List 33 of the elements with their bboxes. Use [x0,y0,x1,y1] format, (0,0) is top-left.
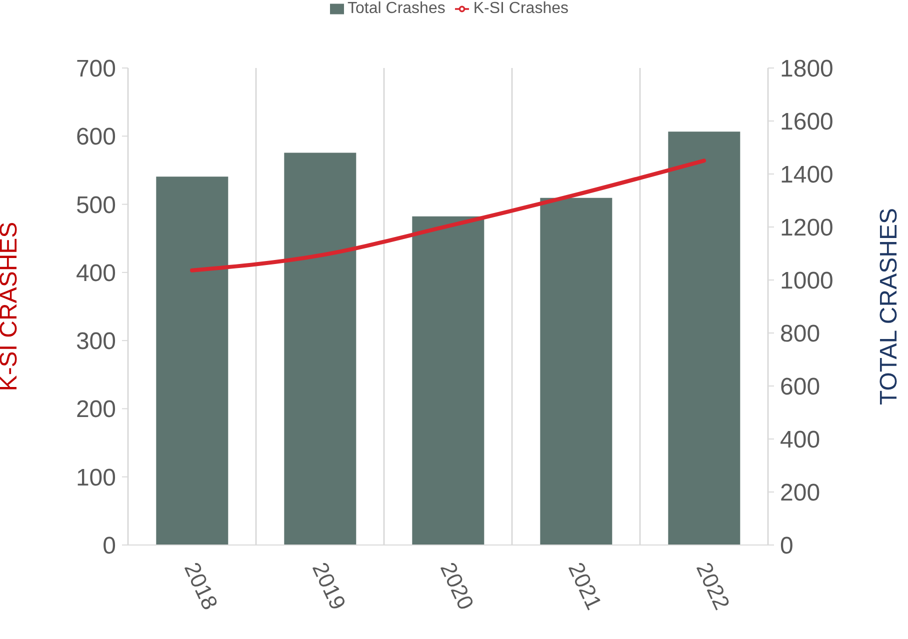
y-axis-title: K-SI CRASHES [0,222,23,392]
x-tick-label: 2020 [435,558,479,614]
bar [284,152,356,545]
y2-tick-label: 0 [780,532,794,560]
bar [540,198,612,545]
y-tick-label: 100 [76,464,116,492]
bar [156,176,228,545]
x-tick-label: 2021 [563,558,607,614]
y-tick-label: 500 [76,192,116,219]
y2-tick-label: 200 [780,480,820,507]
legend-label: Total Crashes [348,0,446,17]
y2-axis-title: TOTAL CRASHES [876,208,903,405]
y-tick-label: 400 [76,260,116,287]
y-tick-label: 200 [76,396,116,424]
y2-tick-label: 1600 [780,108,834,136]
y2-tick-label: 1400 [780,162,834,189]
bar [412,216,484,545]
y2-tick-label: 1800 [780,56,834,83]
x-tick-label: 2018 [179,558,223,614]
x-tick-label: 2022 [691,558,735,614]
y-tick-label: 600 [76,124,116,151]
y2-tick-label: 600 [780,374,820,401]
y2-tick-label: 1200 [780,214,834,242]
y2-tick-label: 400 [780,426,820,454]
y-tick-label: 700 [76,56,116,83]
line-series [190,158,706,272]
bar [668,132,740,545]
y2-tick-label: 1000 [780,268,834,295]
y2-tick-label: 800 [780,320,820,348]
x-tick-label: 2019 [307,558,351,614]
y-tick-label: 300 [76,328,116,356]
legend-label: K-SI Crashes [473,0,568,17]
y-tick-label: 0 [102,532,116,560]
